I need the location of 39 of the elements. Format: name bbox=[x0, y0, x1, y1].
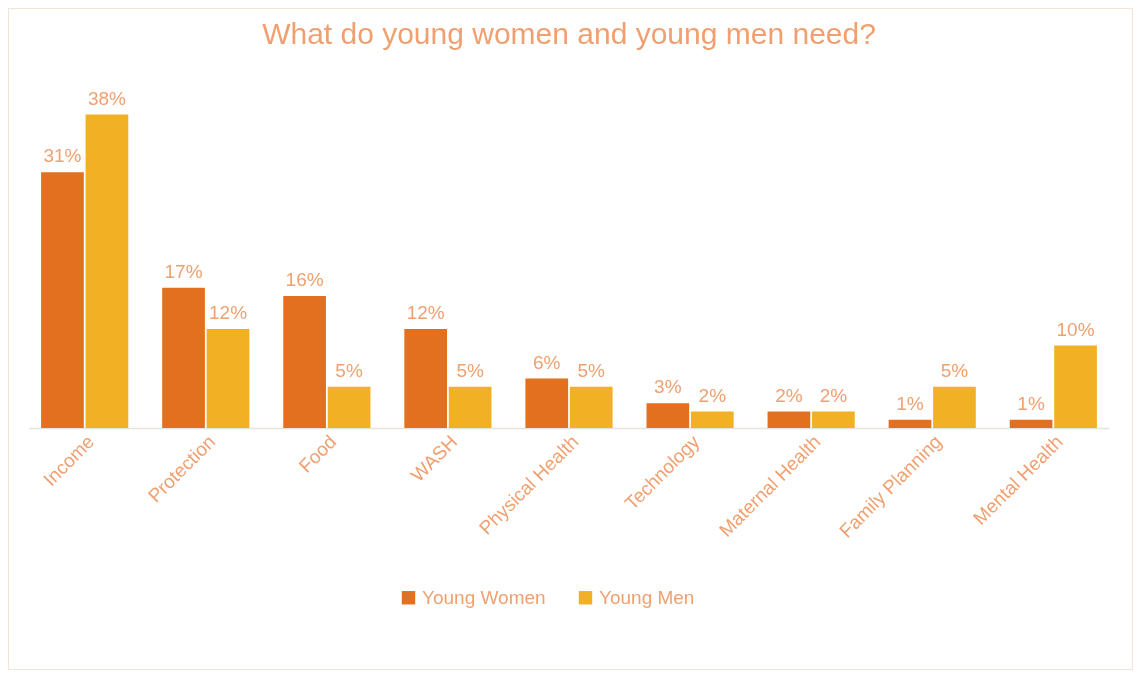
data-label: 2% bbox=[819, 384, 848, 406]
bar bbox=[404, 329, 448, 428]
bar bbox=[41, 172, 84, 428]
data-label: 38% bbox=[87, 87, 127, 109]
bar bbox=[327, 386, 371, 428]
data-label: 10% bbox=[1056, 318, 1095, 340]
data-label: 1% bbox=[1017, 392, 1045, 414]
bar bbox=[162, 287, 205, 428]
bar bbox=[933, 386, 976, 428]
data-label: 2% bbox=[698, 384, 727, 406]
data-label: 5% bbox=[940, 359, 969, 381]
data-label: 16% bbox=[285, 269, 324, 290]
data-label: 2% bbox=[775, 384, 803, 406]
bar bbox=[448, 386, 492, 428]
data-label: 5% bbox=[577, 359, 606, 381]
bar bbox=[690, 411, 734, 428]
legend-label: Young Men bbox=[599, 586, 695, 608]
data-label: 6% bbox=[533, 351, 561, 373]
legend-label: Young Women bbox=[422, 586, 546, 608]
bar bbox=[283, 296, 326, 428]
data-label: 5% bbox=[456, 359, 484, 381]
bar bbox=[569, 386, 613, 428]
data-label: 12% bbox=[406, 302, 445, 323]
data-label: 12% bbox=[208, 302, 248, 323]
chart-title: What do young women and young men need? bbox=[262, 16, 876, 50]
bar bbox=[206, 329, 250, 428]
bar bbox=[646, 403, 690, 428]
data-label: 3% bbox=[654, 376, 682, 398]
bar bbox=[812, 411, 855, 428]
data-label: 17% bbox=[164, 260, 203, 282]
data-label: 1% bbox=[896, 392, 924, 414]
bar bbox=[767, 411, 811, 428]
bar bbox=[888, 419, 932, 428]
bar bbox=[85, 114, 129, 428]
bar bbox=[525, 378, 569, 428]
bar bbox=[1009, 419, 1053, 428]
data-label: 5% bbox=[335, 359, 363, 381]
bar bbox=[1054, 345, 1097, 428]
data-label: 31% bbox=[43, 145, 82, 167]
